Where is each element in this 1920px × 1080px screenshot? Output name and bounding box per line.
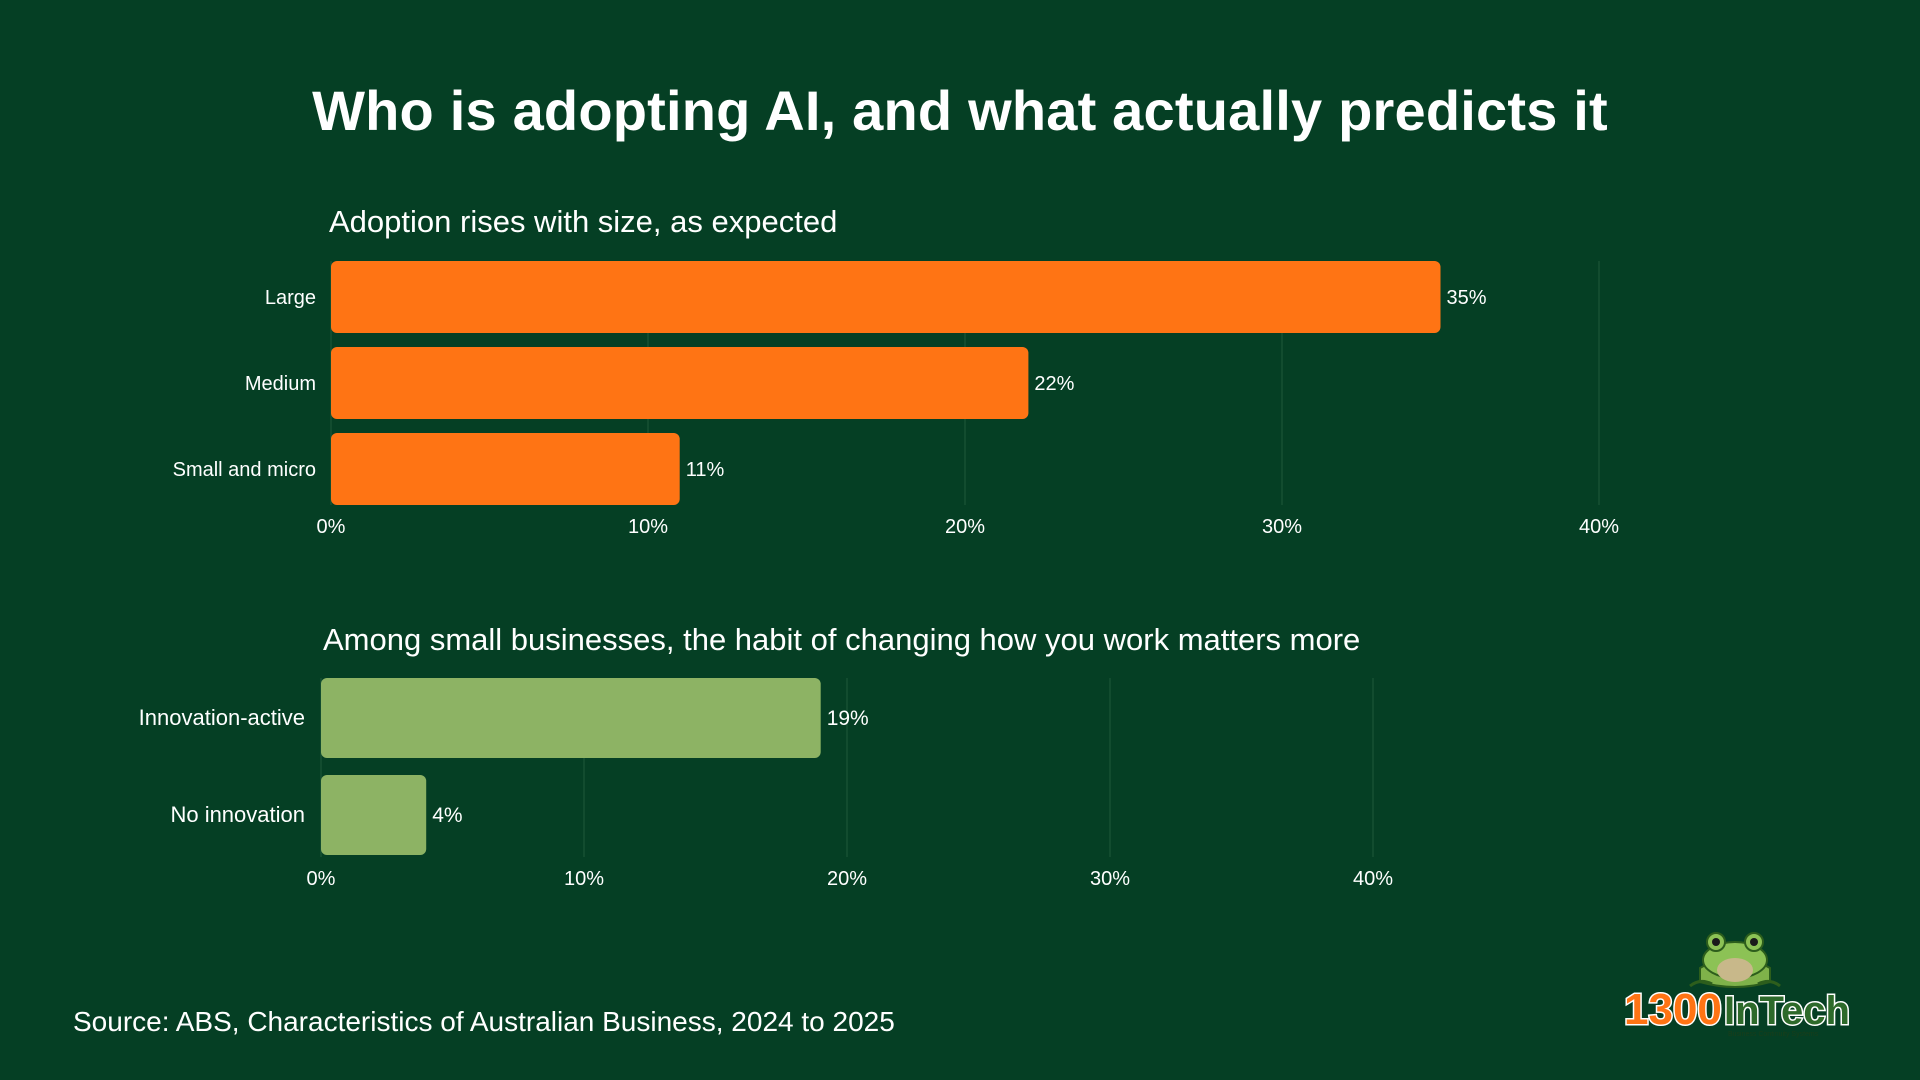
chart-1-tick-label: 10%: [628, 516, 668, 538]
chart-1-category-label: Small and micro: [173, 459, 316, 481]
chart-2-category-label: No innovation: [170, 802, 305, 827]
chart-2-tick-label: 20%: [827, 868, 867, 890]
chart-1-bar: [331, 347, 1029, 419]
chart-1-tick-label: 40%: [1579, 516, 1619, 538]
logo-number: 1300: [1624, 985, 1722, 1034]
chart-2-tick-label: 30%: [1090, 868, 1130, 890]
chart-2-tick-label: 10%: [564, 868, 604, 890]
chart-1-category-label: Medium: [245, 373, 316, 395]
chart-1-value-label: 11%: [686, 459, 725, 481]
chart-1-category-label: Large: [265, 287, 316, 309]
chart-2-value-label: 19%: [827, 707, 869, 730]
chart-2-title: Among small businesses, the habit of cha…: [323, 622, 1360, 657]
chart-1-title: Adoption rises with size, as expected: [329, 204, 837, 239]
page-title: Who is adopting AI, and what actually pr…: [312, 79, 1608, 142]
chart-1-bar: [331, 261, 1441, 333]
chart-1-bar: [331, 433, 680, 505]
chart-1-tick-label: 0%: [317, 516, 346, 538]
logo-tagline: Business Continuity Systems: [1728, 1031, 1819, 1038]
chart-2-tick-label: 40%: [1353, 868, 1393, 890]
frog-mascot-icon: [1689, 932, 1781, 988]
chart-2-tick-label: 0%: [307, 868, 336, 890]
chart-1-value-label: 22%: [1034, 373, 1074, 395]
chart-2-category-label: Innovation-active: [139, 705, 305, 730]
source-note: Source: ABS, Characteristics of Australi…: [73, 1006, 895, 1037]
chart-2-bar: [321, 678, 821, 758]
chart-2-value-label: 4%: [432, 804, 462, 827]
chart-2-bar: [321, 775, 427, 855]
logo-brand: InTech: [1724, 989, 1850, 1033]
chart-1-tick-label: 20%: [945, 516, 985, 538]
chart-1-tick-label: 30%: [1262, 516, 1302, 538]
brand-logo: 1300 InTech Business Continuity Systems: [1623, 932, 1850, 1038]
chart-1-value-label: 35%: [1447, 287, 1487, 309]
